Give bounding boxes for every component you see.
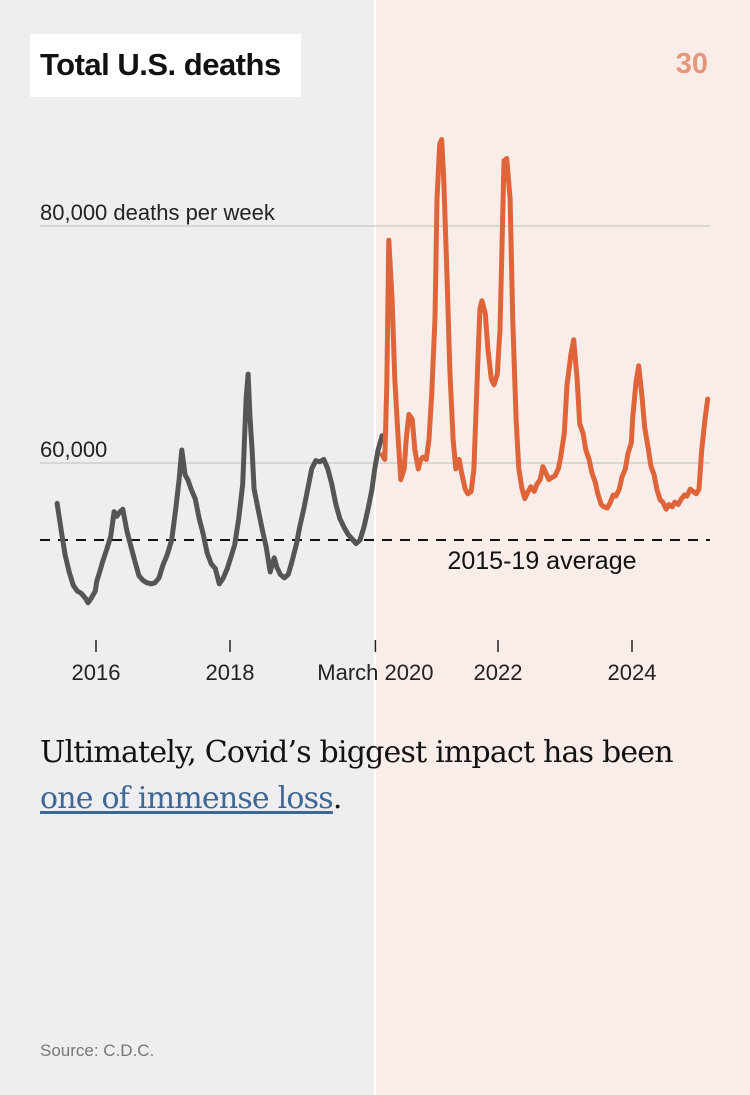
reference-line-group: 2015-19 average [40,539,710,575]
series-lines [54,137,711,606]
title-box [30,34,301,97]
x-tick-label: March 2020 [317,660,433,685]
chart-title: Total U.S. deaths [40,47,281,82]
average-reference-label: 2015-19 average [447,547,636,575]
caption-lead: Ultimately, Covid’s biggest impact has b… [40,735,674,770]
step-counter: 30 [675,48,708,80]
y-axis-labels: 80,000 deaths per week 60,000 [40,200,276,462]
y-tick-label: 60,000 [40,437,107,462]
source-note: Source: C.D.C. [40,1041,155,1060]
x-tick-label: 2022 [474,660,523,685]
x-tick-label: 2018 [206,660,255,685]
x-tick-label: 2016 [72,660,121,685]
x-tick-label: 2024 [608,660,657,685]
y-tick-label: 80,000 deaths per week [40,200,276,225]
line-chart: 80,000 deaths per week 60,000 2015-19 ave… [40,137,711,685]
gridlines [40,225,710,464]
immense-loss-link[interactable]: one of immense loss [40,781,334,816]
caption-end: . [332,781,343,816]
x-axis: 2016 2018 March 2020 2022 2024 [72,640,657,685]
covid-deaths-line [379,137,711,512]
pre-covid-deaths-line [54,371,385,606]
caption-text: Ultimately, Covid’s biggest impact has b… [40,730,700,822]
march-2020-divider [374,0,376,1095]
